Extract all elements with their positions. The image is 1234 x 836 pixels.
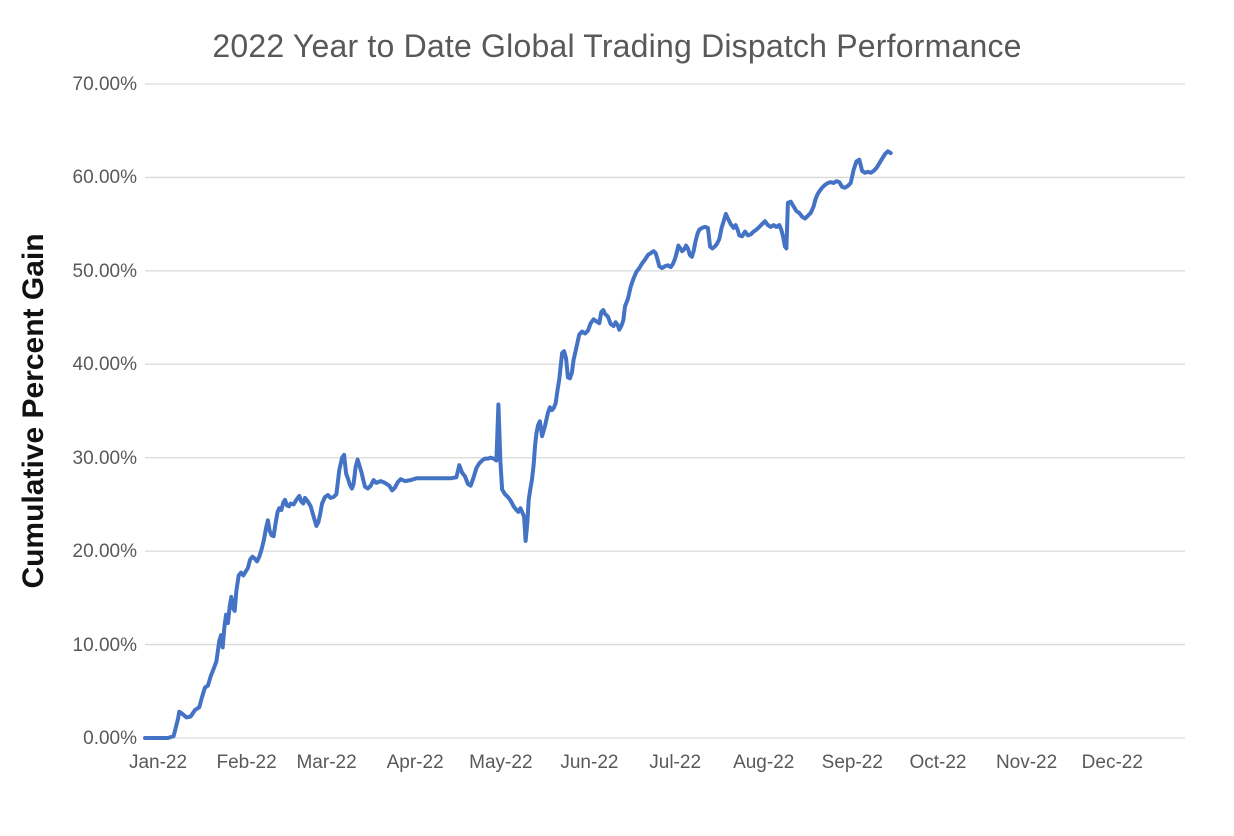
x-tick-label: Aug-22 bbox=[733, 752, 795, 773]
y-tick-label: 40.00% bbox=[72, 354, 137, 376]
x-tick-label: Oct-22 bbox=[909, 752, 967, 773]
y-tick-label: 70.00% bbox=[72, 74, 137, 95]
chart-title: 2022 Year to Date Global Trading Dispatc… bbox=[212, 28, 1022, 64]
performance-line-series bbox=[143, 149, 893, 740]
y-tick-label: 0.00% bbox=[83, 728, 137, 749]
x-tick-label: Nov-22 bbox=[995, 752, 1058, 773]
x-tick-label: Feb-22 bbox=[216, 752, 277, 773]
y-tick-label: 20.00% bbox=[72, 541, 137, 563]
x-tick-label: Jun-22 bbox=[560, 752, 619, 773]
y-tick-label: 50.00% bbox=[72, 260, 137, 282]
x-tick-label: Jul-22 bbox=[649, 752, 702, 773]
x-tick-label: Dec-22 bbox=[1081, 752, 1143, 773]
x-tick-label: Mar-22 bbox=[296, 752, 357, 773]
x-tick-label: Apr-22 bbox=[386, 752, 444, 773]
x-tick-label: May-22 bbox=[469, 752, 533, 773]
x-tick-label: Sep-22 bbox=[821, 752, 883, 773]
y-tick-label: 60.00% bbox=[72, 167, 137, 189]
x-tick-label: Jan-22 bbox=[128, 752, 188, 773]
y-tick-label: 10.00% bbox=[72, 634, 137, 656]
y-tick-label: 30.00% bbox=[72, 447, 137, 469]
